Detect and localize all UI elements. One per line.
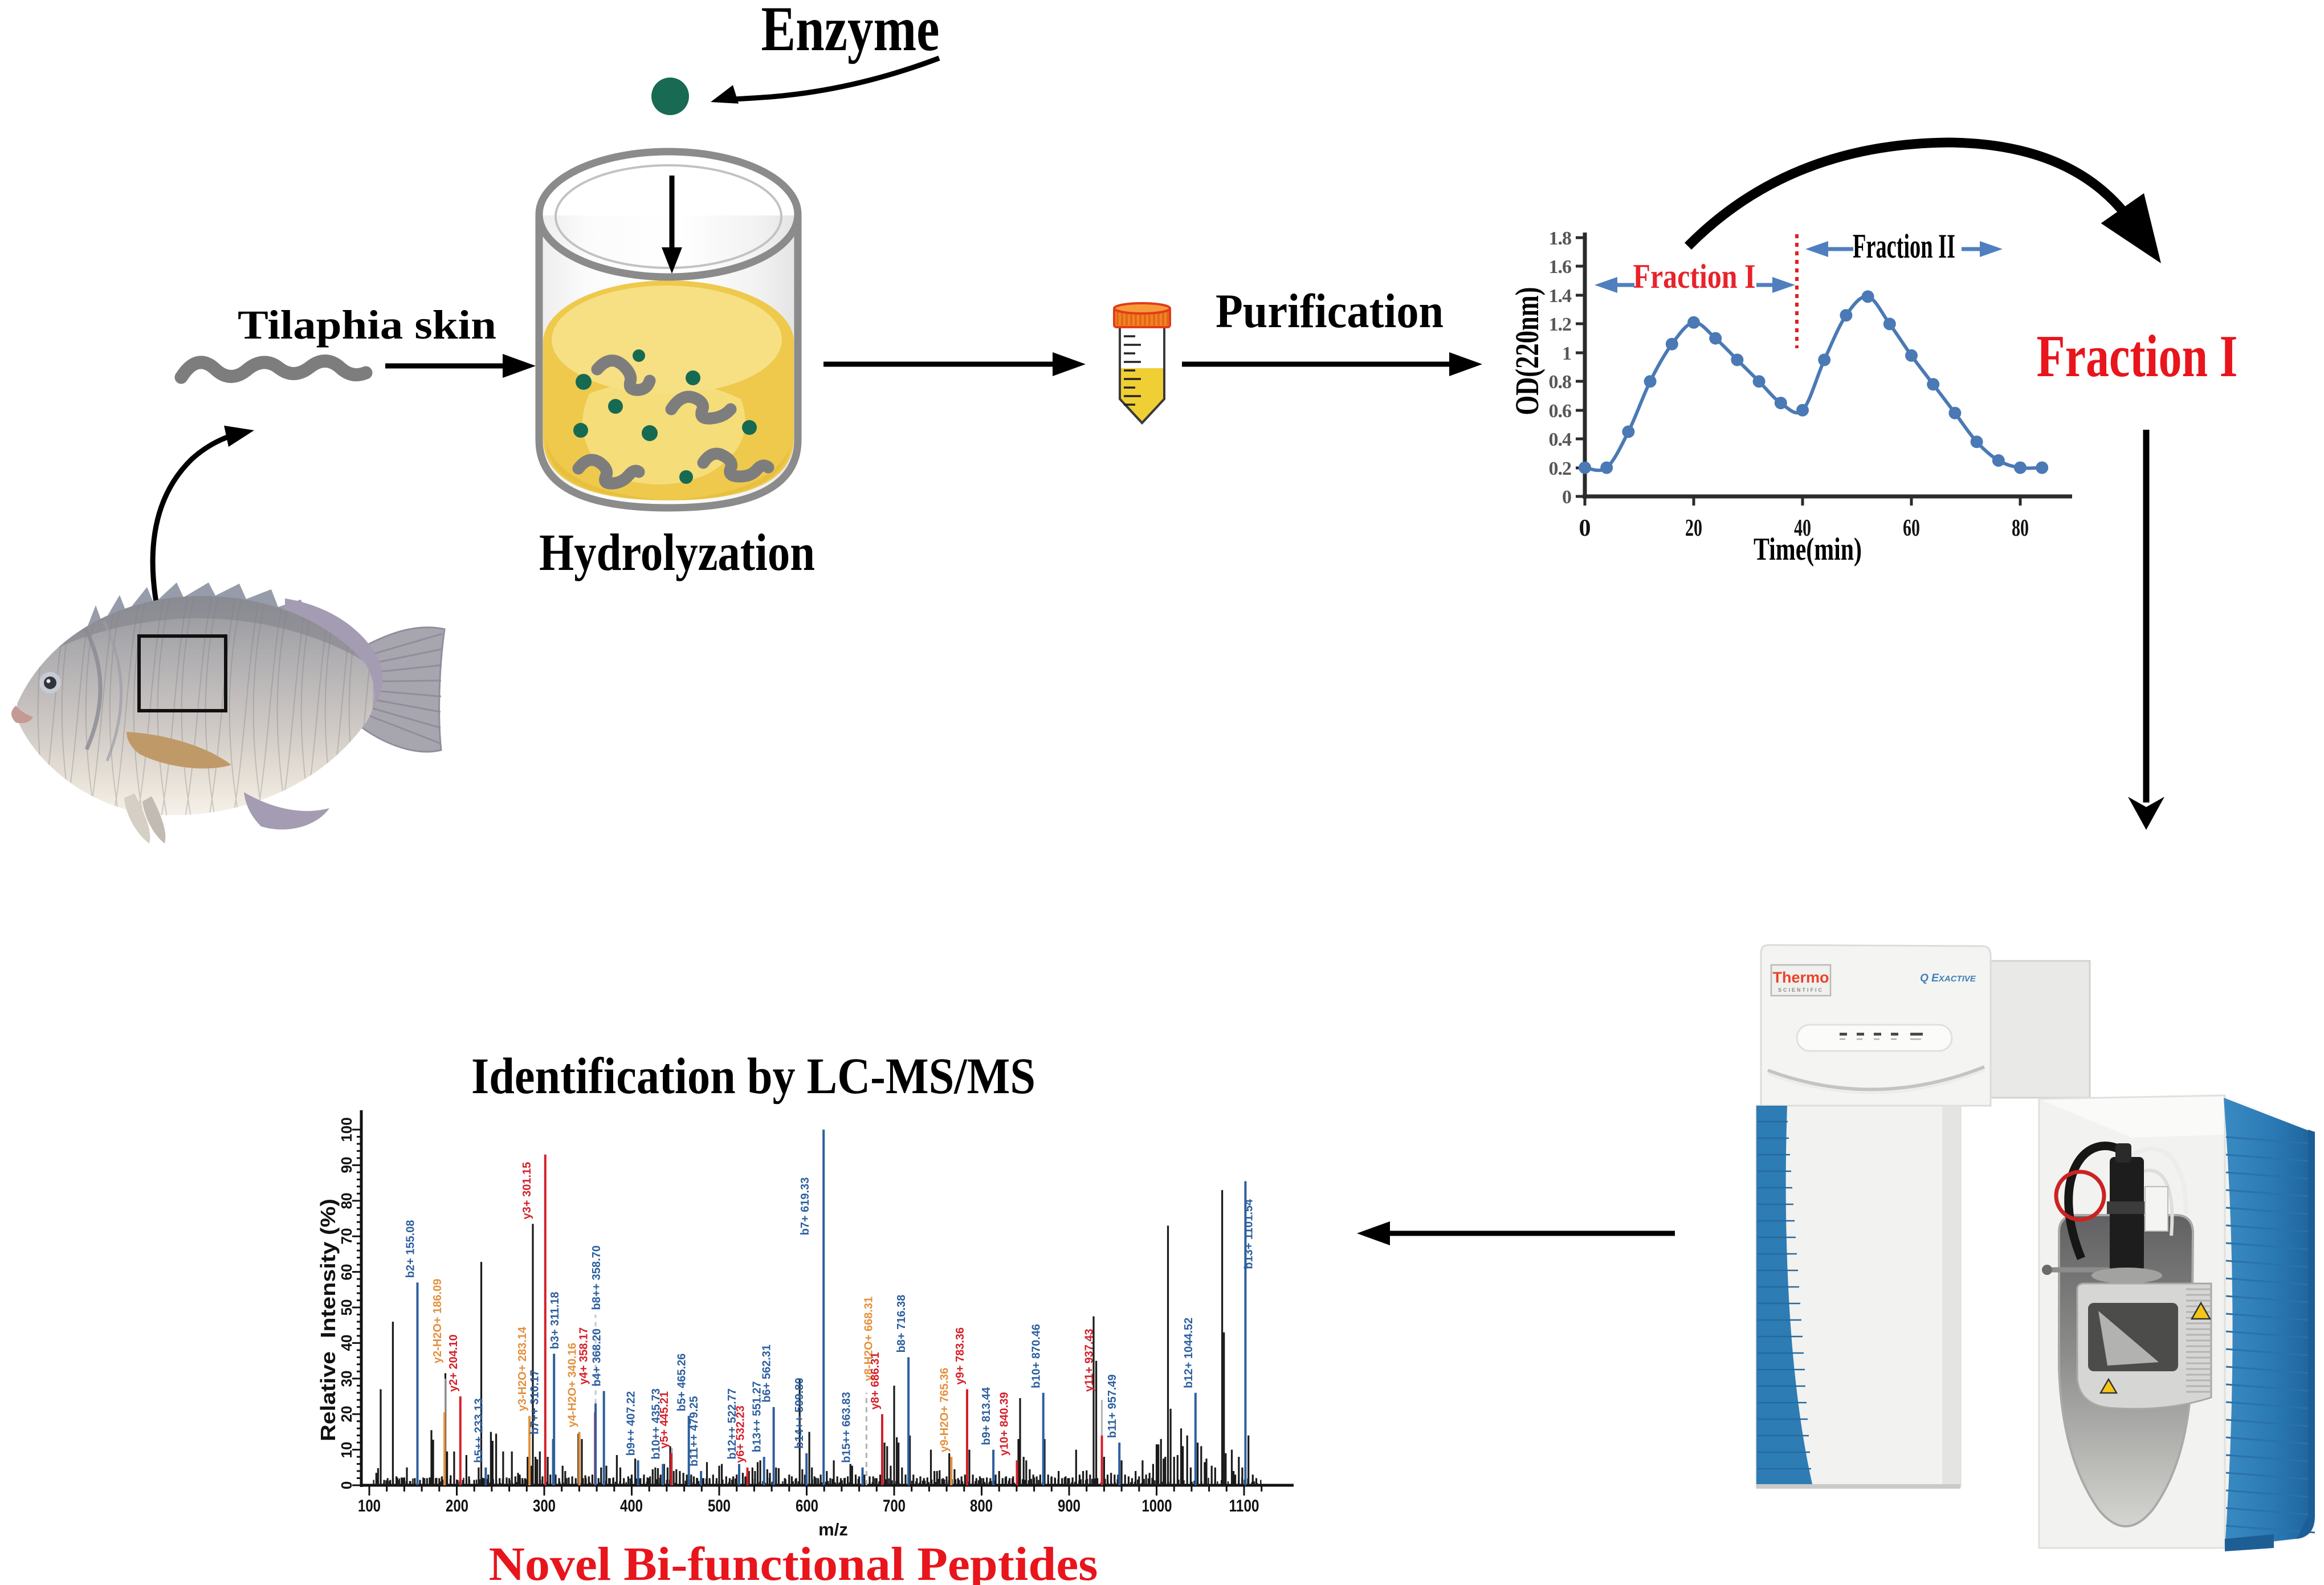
svg-text:0.2: 0.2 bbox=[1549, 458, 1572, 479]
svg-text:60: 60 bbox=[338, 1264, 355, 1281]
svg-text:Thermo: Thermo bbox=[1772, 969, 1829, 986]
svg-text:Fraction II: Fraction II bbox=[1853, 227, 1955, 265]
svg-text:Time(min): Time(min) bbox=[1754, 532, 1862, 567]
svg-text:y5+ 445.21: y5+ 445.21 bbox=[658, 1391, 671, 1449]
svg-text:200: 200 bbox=[446, 1497, 468, 1515]
svg-text:Fraction I: Fraction I bbox=[1633, 258, 1756, 295]
svg-text:b6+ 562.31: b6+ 562.31 bbox=[761, 1344, 773, 1403]
svg-text:Hydrolyzation: Hydrolyzation bbox=[539, 523, 815, 581]
svg-text:700: 700 bbox=[883, 1497, 906, 1515]
svg-text:b4+ 368.20: b4+ 368.20 bbox=[591, 1329, 604, 1387]
svg-text:Tilaphia skin: Tilaphia skin bbox=[238, 302, 496, 348]
svg-text:b13+ 1101.54: b13+ 1101.54 bbox=[1242, 1199, 1255, 1269]
svg-text:y10+ 840.39: y10+ 840.39 bbox=[998, 1392, 1011, 1456]
svg-text:900: 900 bbox=[1058, 1497, 1081, 1515]
svg-text:400: 400 bbox=[620, 1497, 643, 1515]
svg-text:Fraction I: Fraction I bbox=[2037, 323, 2238, 389]
svg-text:y2-H2O+ 186.09: y2-H2O+ 186.09 bbox=[431, 1279, 444, 1363]
svg-text:20: 20 bbox=[1685, 515, 1702, 541]
svg-text:b11+ 957.49: b11+ 957.49 bbox=[1106, 1374, 1119, 1438]
svg-text:b9++ 407.22: b9++ 407.22 bbox=[625, 1391, 638, 1456]
svg-text:70: 70 bbox=[338, 1228, 355, 1245]
svg-text:b5+ 465.26: b5+ 465.26 bbox=[676, 1354, 688, 1412]
svg-text:y9-H2O+ 765.36: y9-H2O+ 765.36 bbox=[938, 1368, 951, 1452]
svg-text:80: 80 bbox=[2012, 515, 2029, 541]
svg-text:20: 20 bbox=[338, 1406, 355, 1423]
svg-text:600: 600 bbox=[796, 1497, 818, 1515]
svg-text:100: 100 bbox=[358, 1497, 381, 1515]
svg-text:Q EXACTIVE: Q EXACTIVE bbox=[1920, 972, 1976, 984]
svg-text:Enzyme: Enzyme bbox=[761, 0, 940, 64]
svg-text:b14++ 599.80: b14++ 599.80 bbox=[793, 1378, 806, 1449]
svg-text:60: 60 bbox=[1903, 515, 1920, 541]
svg-text:y4-H2O+ 340.16: y4-H2O+ 340.16 bbox=[566, 1343, 579, 1427]
svg-text:800: 800 bbox=[970, 1497, 993, 1515]
svg-text:1.4: 1.4 bbox=[1549, 286, 1572, 307]
svg-text:b5++ 233.13: b5++ 233.13 bbox=[472, 1398, 485, 1462]
svg-text:b7+ 619.33: b7+ 619.33 bbox=[799, 1177, 812, 1236]
svg-text:b13++ 551.27: b13++ 551.27 bbox=[751, 1382, 764, 1453]
svg-text:40: 40 bbox=[338, 1335, 355, 1351]
svg-text:y6+ 532.23: y6+ 532.23 bbox=[735, 1405, 747, 1463]
svg-text:1: 1 bbox=[1562, 343, 1571, 364]
svg-text:1.6: 1.6 bbox=[1549, 256, 1572, 278]
svg-text:m/z: m/z bbox=[818, 1519, 848, 1539]
svg-text:0.6: 0.6 bbox=[1549, 401, 1572, 422]
svg-text:y9+ 783.36: y9+ 783.36 bbox=[954, 1327, 967, 1385]
svg-text:b12++ 522.77: b12++ 522.77 bbox=[726, 1388, 739, 1460]
svg-text:1.2: 1.2 bbox=[1549, 314, 1572, 335]
svg-text:90: 90 bbox=[338, 1157, 355, 1174]
svg-text:y8-H2O+ 668.31: y8-H2O+ 668.31 bbox=[862, 1297, 875, 1381]
svg-text:y11+ 937.43: y11+ 937.43 bbox=[1083, 1329, 1096, 1392]
svg-text:b10++ 435.73: b10++ 435.73 bbox=[650, 1388, 662, 1460]
svg-text:b9+ 813.44: b9+ 813.44 bbox=[980, 1387, 993, 1445]
svg-text:0: 0 bbox=[338, 1481, 355, 1489]
svg-text:0.4: 0.4 bbox=[1549, 429, 1572, 450]
svg-text:100: 100 bbox=[338, 1117, 355, 1142]
svg-text:y4+ 358.17: y4+ 358.17 bbox=[577, 1327, 590, 1385]
svg-text:1000: 1000 bbox=[1142, 1497, 1172, 1515]
svg-text:0: 0 bbox=[1562, 487, 1571, 508]
svg-text:b15++ 663.83: b15++ 663.83 bbox=[841, 1392, 853, 1463]
svg-text:y3+ 301.15: y3+ 301.15 bbox=[521, 1162, 533, 1220]
svg-text:b12+ 1044.52: b12+ 1044.52 bbox=[1183, 1318, 1195, 1388]
svg-text:b10+ 870.46: b10+ 870.46 bbox=[1030, 1324, 1043, 1388]
svg-text:y2+ 204.10: y2+ 204.10 bbox=[447, 1334, 460, 1392]
svg-text:30: 30 bbox=[338, 1371, 355, 1387]
svg-text:50: 50 bbox=[338, 1299, 355, 1316]
svg-text:Novel Bi-functional Peptides: Novel Bi-functional Peptides bbox=[489, 1538, 1098, 1585]
svg-text:Identification by LC-MS/MS: Identification by LC-MS/MS bbox=[471, 1048, 1035, 1105]
svg-text:b11++ 479.25: b11++ 479.25 bbox=[688, 1396, 700, 1466]
svg-text:Purification: Purification bbox=[1216, 284, 1444, 338]
svg-text:b2+ 155.08: b2+ 155.08 bbox=[405, 1220, 417, 1278]
svg-text:500: 500 bbox=[708, 1497, 731, 1515]
svg-text:80: 80 bbox=[338, 1193, 355, 1209]
svg-text:OD(220nm): OD(220nm) bbox=[1508, 287, 1546, 415]
svg-text:0: 0 bbox=[1579, 515, 1591, 541]
svg-text:40: 40 bbox=[1794, 515, 1811, 541]
svg-text:0.8: 0.8 bbox=[1549, 372, 1572, 393]
svg-text:b8+ 716.38: b8+ 716.38 bbox=[895, 1295, 908, 1353]
svg-text:SCIENTIFIC: SCIENTIFIC bbox=[1778, 987, 1824, 993]
svg-text:1.8: 1.8 bbox=[1549, 228, 1572, 249]
svg-text:b8++ 358.70: b8++ 358.70 bbox=[590, 1245, 603, 1310]
svg-text:10: 10 bbox=[338, 1442, 355, 1458]
svg-text:b7++ 310.17: b7++ 310.17 bbox=[529, 1370, 541, 1434]
svg-text:Relative Intensity (%): Relative Intensity (%) bbox=[316, 1199, 340, 1441]
svg-text:b3+ 311.18: b3+ 311.18 bbox=[549, 1291, 561, 1349]
svg-text:y8+ 686.31: y8+ 686.31 bbox=[869, 1352, 882, 1410]
svg-text:1100: 1100 bbox=[1229, 1497, 1259, 1515]
svg-text:300: 300 bbox=[533, 1497, 556, 1515]
svg-text:y3-H2O+ 283.14: y3-H2O+ 283.14 bbox=[516, 1326, 529, 1411]
